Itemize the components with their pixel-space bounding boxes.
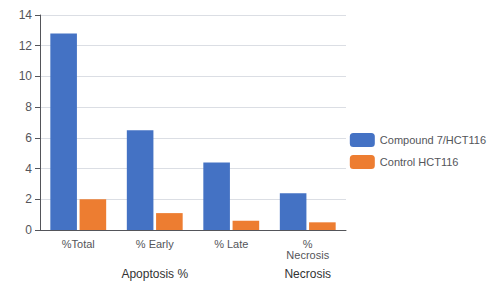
svg-text:12: 12 <box>19 39 33 53</box>
svg-text:14: 14 <box>19 8 33 22</box>
svg-text:% Late: % Late <box>214 238 248 250</box>
svg-text:6: 6 <box>25 131 32 145</box>
svg-text:Compound 7/HCT116: Compound 7/HCT116 <box>380 134 486 146</box>
svg-text:% Early: % Early <box>136 238 174 250</box>
svg-text:%Total: %Total <box>62 238 95 250</box>
svg-text:Necrosis: Necrosis <box>284 267 331 281</box>
svg-text:10: 10 <box>19 69 33 83</box>
svg-text:4: 4 <box>25 162 32 176</box>
svg-text:Necrosis: Necrosis <box>286 249 329 261</box>
svg-text:0: 0 <box>25 223 32 237</box>
svg-text:Apoptosis %: Apoptosis % <box>121 267 188 281</box>
svg-text:Control HCT116: Control HCT116 <box>380 156 459 168</box>
svg-text:8: 8 <box>25 100 32 114</box>
svg-text:2: 2 <box>25 192 32 206</box>
